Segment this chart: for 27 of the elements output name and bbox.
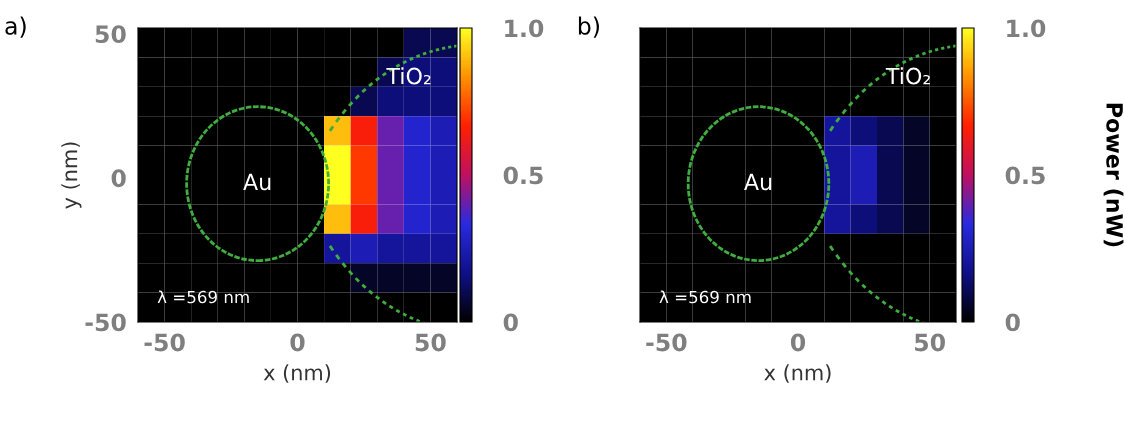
y-tick-label: -50 (85, 313, 126, 332)
x-tick-label: 0 (790, 333, 806, 352)
x-tick-label: 0 (290, 333, 305, 352)
annotation: λ =569 nm (659, 290, 751, 304)
annotation: λ =569 nm (157, 290, 249, 304)
annotation: Au (744, 173, 772, 191)
annotation: TiO₂ (885, 67, 930, 85)
color-bar-label: 0 (1005, 313, 1020, 332)
annotation: Au (243, 173, 271, 191)
color-bar-label: 0 (503, 313, 518, 332)
color-bar-label: 0.5 (1005, 166, 1045, 185)
chart-title: b) (578, 16, 599, 38)
color-bar-title: Power (nW) (1103, 103, 1124, 247)
x-tick-label: -50 (144, 333, 185, 352)
annotation: TiO₂ (386, 67, 431, 85)
color-bar-label: 1.0 (1007, 19, 1046, 38)
x-axis-title: x (nm) (764, 364, 831, 383)
y-tick-label: 50 (95, 25, 126, 44)
x-tick-label: 50 (415, 333, 446, 352)
y-tick-label: 0 (111, 169, 126, 188)
x-tick-label: -50 (646, 333, 687, 352)
chart-title: a) (5, 16, 26, 38)
color-bar-label: 0.5 (503, 166, 543, 185)
color-bar-label: 1.0 (505, 19, 544, 38)
y-axis-title: y (nm) (61, 142, 82, 209)
x-axis-title: x (nm) (263, 364, 331, 383)
x-tick-label: 50 (915, 333, 945, 352)
